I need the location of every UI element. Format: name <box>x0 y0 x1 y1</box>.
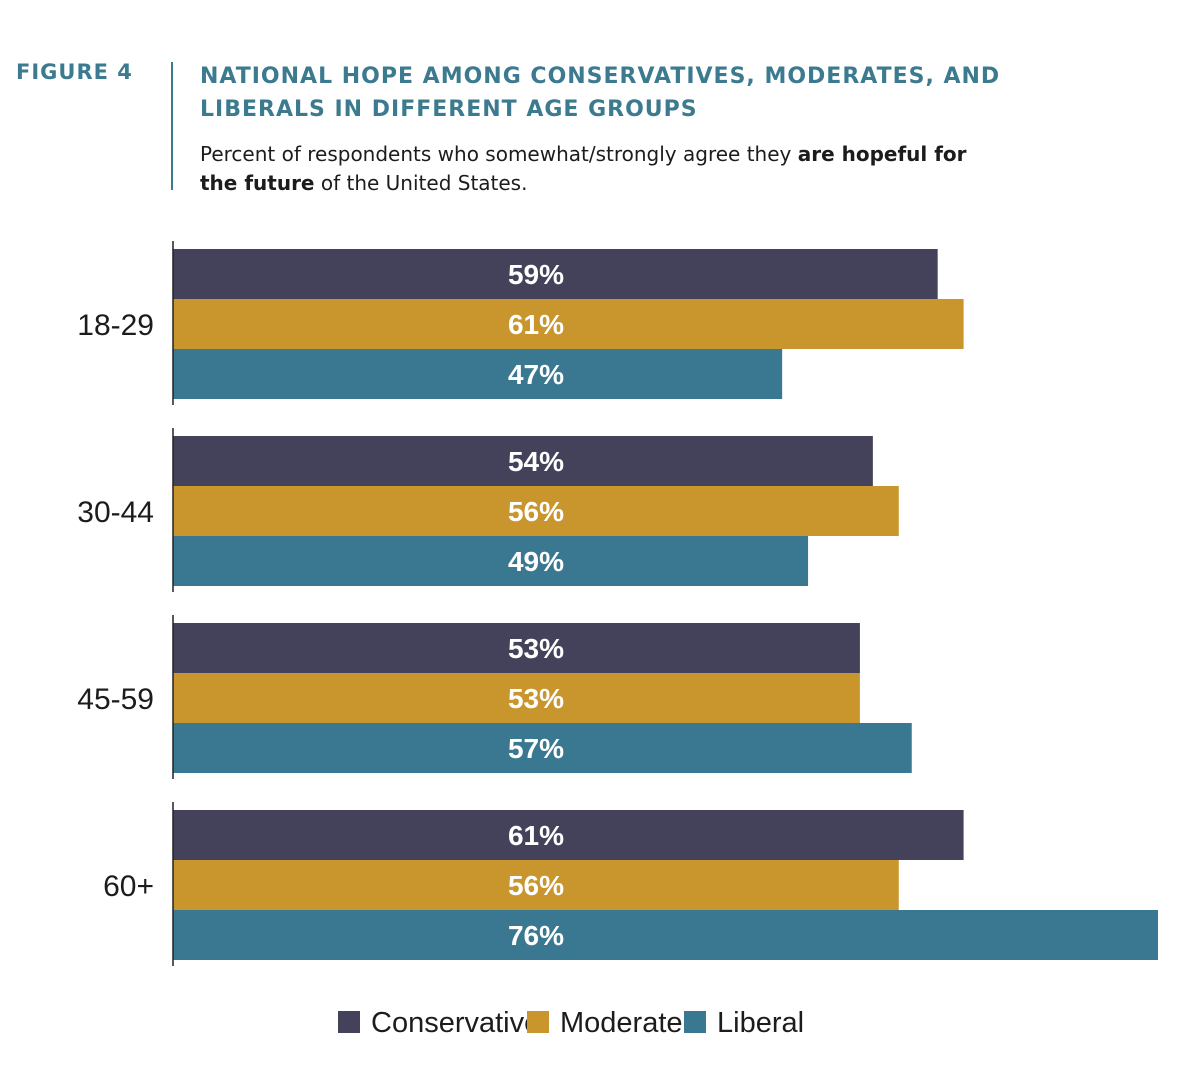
bar-value-label: 53% <box>508 633 564 664</box>
bar-conservative-60+ <box>173 810 964 860</box>
bar-liberal-45-59 <box>173 723 912 773</box>
bar-moderate-30-44 <box>173 486 899 536</box>
bar-value-label: 54% <box>508 446 564 477</box>
bar-liberal-60+ <box>173 910 1158 960</box>
legend-label-liberal: Liberal <box>717 1007 804 1039</box>
subtitle-part1: Percent of respondents who somewhat/stro… <box>200 142 798 166</box>
bar-value-label: 59% <box>508 259 564 290</box>
bar-moderate-45-59 <box>173 673 860 723</box>
bar-value-label: 49% <box>508 546 564 577</box>
bar-liberal-18-29 <box>173 349 783 399</box>
bar-conservative-18-29 <box>173 249 938 299</box>
bar-value-label: 53% <box>508 683 564 714</box>
bar-liberal-30-44 <box>173 536 809 586</box>
category-label: 60+ <box>103 870 154 903</box>
title-divider <box>171 62 173 190</box>
legend-label-conservative: Conservative <box>371 1007 540 1039</box>
bar-value-label: 61% <box>508 309 564 340</box>
bar-value-label: 47% <box>508 359 564 390</box>
category-label: 30-44 <box>77 496 154 529</box>
bar-conservative-30-44 <box>173 436 873 486</box>
legend-label-moderate: Moderate <box>560 1007 683 1039</box>
bar-value-label: 57% <box>508 733 564 764</box>
bar-moderate-60+ <box>173 860 899 910</box>
category-label: 18-29 <box>77 309 154 342</box>
bar-value-label: 56% <box>508 870 564 901</box>
bar-value-label: 56% <box>508 496 564 527</box>
bar-conservative-45-59 <box>173 623 860 673</box>
legend-swatch-liberal <box>684 1011 706 1033</box>
bar-value-label: 76% <box>508 920 564 951</box>
bar-value-label: 61% <box>508 820 564 851</box>
legend-swatch-moderate <box>527 1011 549 1033</box>
chart-title: NATIONAL HOPE AMONG CONSERVATIVES, MODER… <box>200 64 1001 122</box>
bar-moderate-18-29 <box>173 299 964 349</box>
chart-subtitle: Percent of respondents who somewhat/stro… <box>200 140 1000 198</box>
legend-swatch-conservative <box>338 1011 360 1033</box>
figure-label: FIGURE 4 <box>16 60 133 84</box>
subtitle-bold: are hopeful for the future <box>200 142 967 195</box>
category-label: 45-59 <box>77 683 154 716</box>
subtitle-part2: of the United States. <box>314 171 528 195</box>
